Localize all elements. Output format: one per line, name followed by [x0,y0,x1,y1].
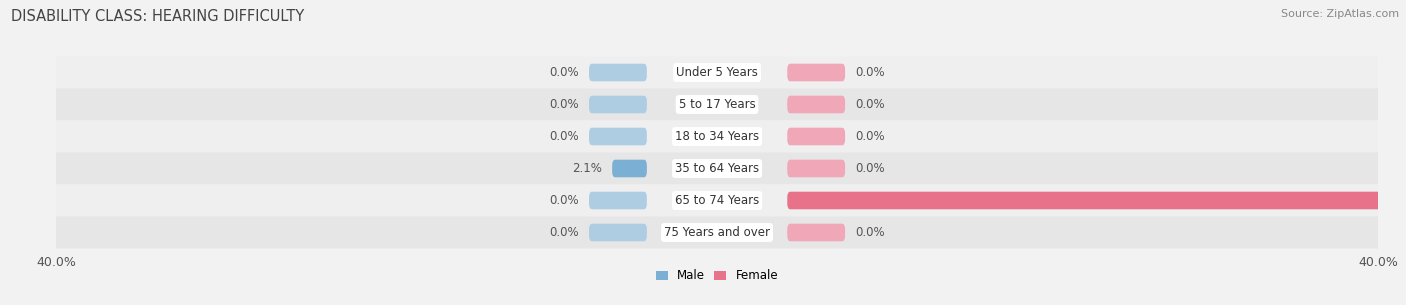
FancyBboxPatch shape [787,96,845,113]
FancyBboxPatch shape [589,224,647,241]
Text: 18 to 34 Years: 18 to 34 Years [675,130,759,143]
Text: Under 5 Years: Under 5 Years [676,66,758,79]
FancyBboxPatch shape [589,64,647,81]
Text: 0.0%: 0.0% [550,98,579,111]
Text: 2.1%: 2.1% [572,162,602,175]
FancyBboxPatch shape [612,160,647,177]
Text: 0.0%: 0.0% [855,66,884,79]
Text: 0.0%: 0.0% [550,226,579,239]
Text: 0.0%: 0.0% [855,226,884,239]
Text: 0.0%: 0.0% [855,130,884,143]
FancyBboxPatch shape [39,120,1395,152]
FancyBboxPatch shape [39,217,1395,249]
FancyBboxPatch shape [39,152,1395,185]
Text: 0.0%: 0.0% [855,98,884,111]
Text: 5 to 17 Years: 5 to 17 Years [679,98,755,111]
FancyBboxPatch shape [39,56,1395,88]
Text: 65 to 74 Years: 65 to 74 Years [675,194,759,207]
FancyBboxPatch shape [787,128,845,145]
Text: DISABILITY CLASS: HEARING DIFFICULTY: DISABILITY CLASS: HEARING DIFFICULTY [11,9,305,24]
FancyBboxPatch shape [787,64,845,81]
Legend: Male, Female: Male, Female [651,265,783,287]
FancyBboxPatch shape [787,160,845,177]
Text: 0.0%: 0.0% [855,162,884,175]
Text: 0.0%: 0.0% [550,66,579,79]
FancyBboxPatch shape [39,185,1395,217]
Text: Source: ZipAtlas.com: Source: ZipAtlas.com [1281,9,1399,19]
Text: 75 Years and over: 75 Years and over [664,226,770,239]
FancyBboxPatch shape [589,192,647,209]
Text: 0.0%: 0.0% [550,194,579,207]
FancyBboxPatch shape [39,88,1395,120]
FancyBboxPatch shape [589,96,647,113]
Text: 35 to 64 Years: 35 to 64 Years [675,162,759,175]
FancyBboxPatch shape [787,224,845,241]
Text: 0.0%: 0.0% [550,130,579,143]
FancyBboxPatch shape [589,128,647,145]
FancyBboxPatch shape [787,192,1406,209]
